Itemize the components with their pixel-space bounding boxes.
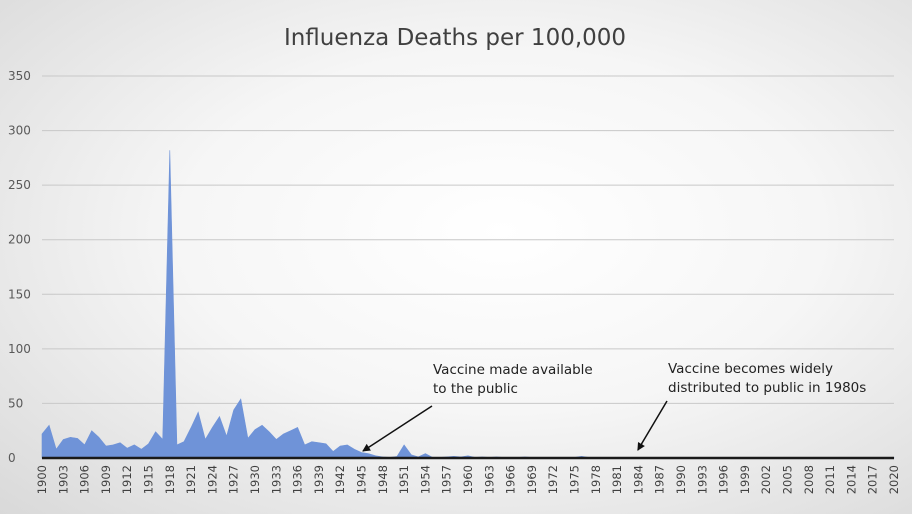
- x-tick-label: 1945: [355, 465, 369, 494]
- x-tick-label: 1966: [504, 465, 518, 494]
- y-tick-label: 100: [8, 342, 31, 356]
- y-tick-label: 150: [8, 287, 31, 301]
- y-axis-ticks: 0 50 100 150 200 250 300 350: [8, 69, 31, 465]
- annotations: Vaccine made available to the public Vacci…: [362, 361, 866, 452]
- x-tick-label: 1915: [142, 465, 156, 494]
- annotation-text: distributed to public in 1980s: [668, 380, 866, 396]
- annotation-arrow: [637, 400, 668, 451]
- x-tick-label: 2014: [844, 465, 858, 494]
- x-tick-label: 1948: [376, 465, 390, 494]
- x-tick-label: 1942: [333, 465, 347, 494]
- x-tick-label: 2011: [823, 465, 837, 494]
- annotation-text: to the public: [433, 381, 518, 397]
- x-tick-label: 1918: [163, 465, 177, 494]
- x-tick-label: 1930: [248, 465, 262, 494]
- x-tick-label: 1987: [653, 465, 667, 494]
- y-tick-label: 0: [8, 451, 16, 465]
- x-tick-label: 1984: [631, 465, 645, 494]
- y-tick-label: 50: [8, 396, 23, 410]
- x-tick-label: 1957: [440, 465, 454, 494]
- x-tick-label: 1927: [227, 465, 241, 494]
- x-tick-label: 1996: [717, 465, 731, 494]
- x-tick-label: 1951: [397, 465, 411, 494]
- x-tick-label: 1939: [312, 465, 326, 494]
- x-tick-label: 1963: [482, 465, 496, 494]
- x-tick-label: 1969: [525, 465, 539, 494]
- series-area: [41, 150, 895, 459]
- x-tick-label: 1972: [546, 465, 560, 494]
- y-tick-label: 350: [8, 69, 31, 83]
- x-tick-label: 2020: [887, 465, 901, 494]
- x-tick-label: 1960: [461, 465, 475, 494]
- y-tick-label: 250: [8, 178, 31, 192]
- x-tick-label: 1999: [738, 465, 752, 494]
- x-tick-label: 1912: [120, 465, 134, 494]
- y-tick-label: 300: [8, 124, 31, 138]
- x-tick-label: 1936: [291, 465, 305, 494]
- chart-title: Influenza Deaths per 100,000: [284, 25, 626, 51]
- x-tick-label: 2002: [759, 465, 773, 494]
- x-tick-label: 1954: [418, 465, 432, 494]
- x-tick-label: 1924: [205, 465, 219, 494]
- gridlines: [42, 75, 894, 404]
- annotation-text: Vaccine made available: [433, 362, 593, 378]
- x-tick-label: 1900: [35, 465, 49, 494]
- x-tick-label: 2005: [781, 465, 795, 494]
- x-tick-label: 1903: [56, 465, 70, 494]
- x-tick-label: 1990: [674, 465, 688, 494]
- x-tick-label: 1981: [610, 465, 624, 494]
- x-tick-label: 1933: [269, 465, 283, 494]
- x-tick-label: 2017: [866, 465, 880, 494]
- x-tick-label: 1975: [568, 465, 582, 494]
- annotation-arrow: [362, 405, 433, 452]
- y-tick-label: 200: [8, 233, 31, 247]
- x-tick-label: 1993: [695, 465, 709, 494]
- x-tick-label: 1921: [184, 465, 198, 494]
- x-tick-label: 2008: [802, 465, 816, 494]
- annotation-text: Vaccine becomes widely: [668, 361, 833, 377]
- x-axis-ticks: 1900 1903 1906 1909 1912 1915 1918 1921 1924 1927…: [35, 465, 901, 494]
- x-tick-label: 1978: [589, 465, 603, 494]
- x-tick-label: 1909: [99, 465, 113, 494]
- x-tick-label: 1906: [78, 465, 92, 494]
- plot-area: [41, 150, 895, 460]
